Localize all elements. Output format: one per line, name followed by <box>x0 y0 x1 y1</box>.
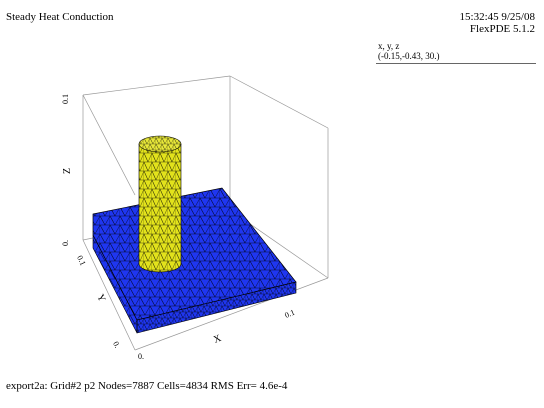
z-axis-label: Z <box>62 168 73 174</box>
z-axis-min: 0. <box>61 240 70 246</box>
software-version: FlexPDE 5.1.2 <box>469 23 535 35</box>
x-axis-max: 0.1 <box>283 308 296 320</box>
slab-front-face-mesh <box>137 282 296 333</box>
x-axis-label: X <box>212 333 224 346</box>
y-axis-max: 0.1 <box>75 254 87 267</box>
z-axis-max: 0.1 <box>61 94 70 104</box>
plot-title: Steady Heat Conduction <box>6 11 114 23</box>
cylinder-top-cap-mesh <box>139 136 181 152</box>
cylinder-body-mesh <box>139 144 181 272</box>
view-point-value: (-0.15,-0.43, 30.) <box>378 51 440 61</box>
base-slab <box>92 187 297 334</box>
y-axis-label: Y <box>94 293 107 304</box>
status-line: export2a: Grid#2 p2 Nodes=7887 Cells=483… <box>6 380 288 392</box>
cylinder <box>138 135 182 273</box>
timestamp: 15:32:45 9/25/08 <box>459 11 535 23</box>
x-axis-min: 0. <box>138 352 144 361</box>
slab-left-face-mesh <box>93 235 137 333</box>
y-axis-min: 0. <box>111 340 122 349</box>
legend-divider <box>376 63 536 64</box>
view-point-label: x, y, z <box>378 41 400 51</box>
